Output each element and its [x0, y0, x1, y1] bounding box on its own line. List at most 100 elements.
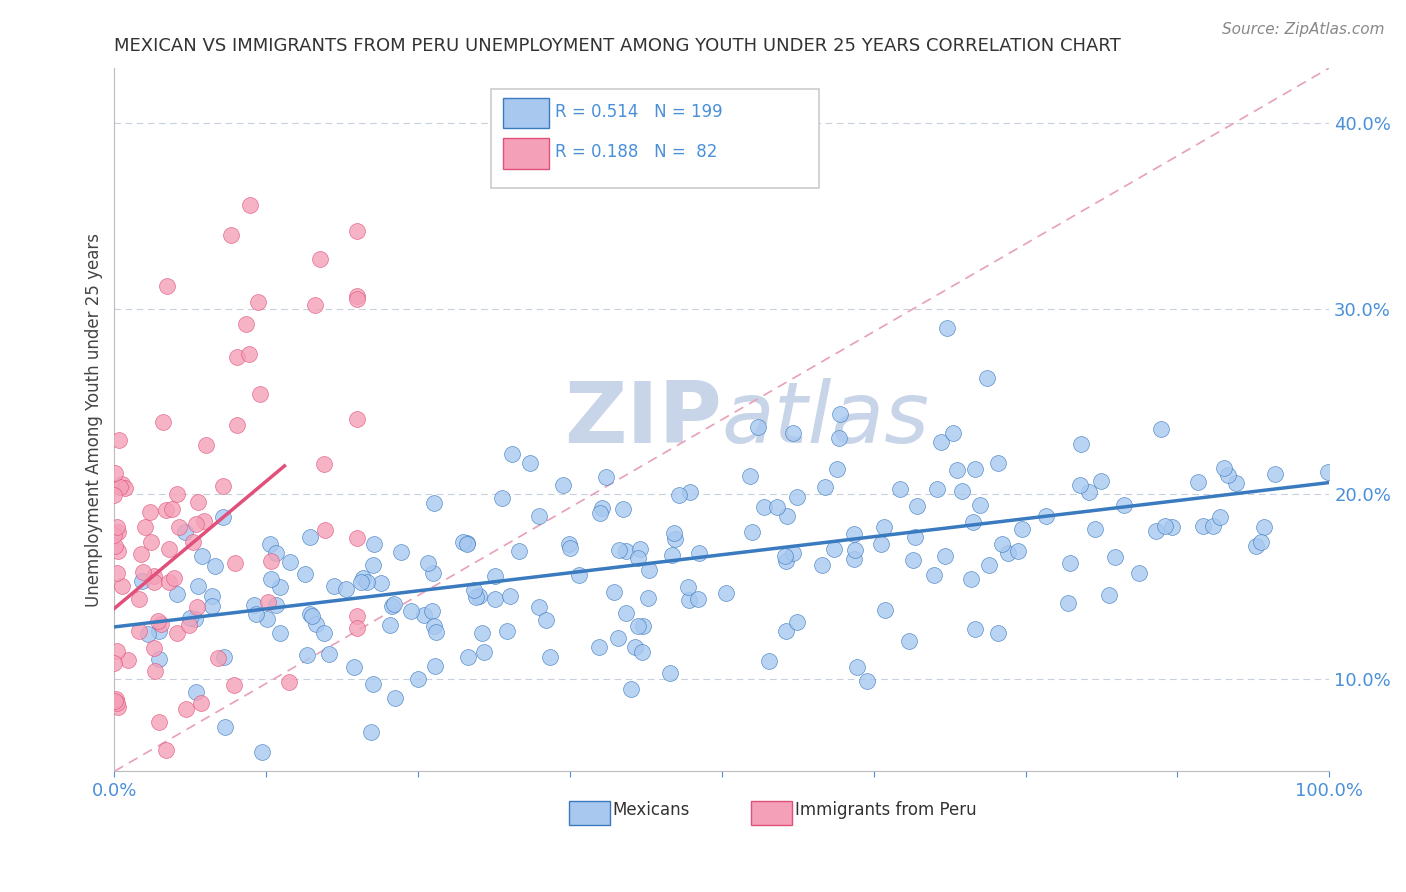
Point — [614, 606, 637, 620]
Point — [260, 572, 283, 586]
Point — [451, 534, 474, 549]
Point — [201, 599, 224, 614]
Point — [103, 488, 125, 502]
FancyBboxPatch shape — [751, 801, 793, 825]
Point — [664, 532, 686, 546]
Point — [775, 554, 797, 568]
Point — [167, 520, 190, 534]
Point — [997, 546, 1019, 560]
Point — [360, 725, 382, 739]
Point — [716, 585, 738, 599]
Point — [612, 502, 634, 516]
Point — [519, 456, 541, 470]
Point — [638, 563, 661, 577]
Point — [824, 541, 846, 556]
Point — [413, 607, 436, 622]
Text: atlas: atlas — [721, 378, 929, 461]
Point — [991, 537, 1014, 551]
Point — [129, 547, 152, 561]
Point — [225, 417, 247, 432]
Point — [536, 613, 558, 627]
Point — [678, 592, 700, 607]
FancyBboxPatch shape — [503, 137, 550, 169]
Point — [614, 544, 637, 558]
Point — [346, 224, 368, 238]
Point — [155, 743, 177, 757]
Point — [1059, 556, 1081, 570]
Point — [633, 619, 655, 633]
Text: ZIP: ZIP — [564, 378, 721, 461]
Point — [627, 551, 650, 566]
Point — [181, 534, 204, 549]
Point — [363, 537, 385, 551]
Point — [814, 480, 837, 494]
Point — [143, 568, 166, 582]
Point — [825, 462, 848, 476]
Point — [356, 575, 378, 590]
Point — [969, 498, 991, 512]
Point — [278, 675, 301, 690]
Point — [186, 599, 208, 614]
Point — [976, 371, 998, 385]
Point — [107, 700, 129, 714]
Point — [207, 651, 229, 665]
Text: R = 0.514   N = 199: R = 0.514 N = 199 — [555, 103, 723, 121]
Point — [987, 626, 1010, 640]
Text: MEXICAN VS IMMIGRANTS FROM PERU UNEMPLOYMENT AMONG YOUTH UNDER 25 YEARS CORRELAT: MEXICAN VS IMMIGRANTS FROM PERU UNEMPLOY… — [114, 37, 1121, 55]
Point — [257, 595, 280, 609]
Point — [301, 609, 323, 624]
Point — [595, 470, 617, 484]
Point — [422, 566, 444, 580]
Point — [239, 198, 262, 212]
Point — [484, 569, 506, 583]
Point — [105, 520, 128, 534]
Point — [163, 570, 186, 584]
FancyBboxPatch shape — [491, 89, 820, 187]
Point — [416, 557, 439, 571]
Point — [105, 566, 128, 581]
Point — [406, 673, 429, 687]
Point — [491, 491, 513, 505]
Point — [950, 484, 973, 499]
Point — [294, 567, 316, 582]
Point — [269, 580, 291, 594]
Point — [423, 495, 446, 509]
Point — [157, 541, 180, 556]
Point — [346, 609, 368, 624]
Point — [664, 526, 686, 541]
Point — [962, 516, 984, 530]
Point — [381, 599, 404, 614]
Point — [484, 592, 506, 607]
Point — [139, 505, 162, 519]
Point — [776, 509, 799, 524]
Point — [499, 589, 522, 603]
Point — [370, 576, 392, 591]
Point — [842, 526, 865, 541]
Point — [591, 501, 613, 516]
Point — [260, 554, 283, 568]
Point — [176, 702, 198, 716]
Point — [668, 488, 690, 502]
Point — [740, 468, 762, 483]
Point — [107, 524, 129, 539]
Point — [936, 321, 959, 335]
Point — [259, 537, 281, 551]
Point — [463, 583, 485, 598]
Point — [1153, 519, 1175, 533]
Point — [131, 565, 153, 579]
Point — [904, 530, 927, 544]
Point — [225, 350, 247, 364]
Point — [346, 621, 368, 635]
Point — [128, 592, 150, 607]
Point — [361, 676, 384, 690]
Point — [607, 543, 630, 558]
Point — [987, 456, 1010, 470]
Point — [977, 558, 1000, 572]
Point — [688, 591, 710, 606]
Point — [107, 544, 129, 558]
Point — [143, 575, 166, 590]
Point — [766, 500, 789, 514]
Point — [501, 447, 523, 461]
Point — [679, 484, 702, 499]
Point — [1069, 478, 1091, 492]
